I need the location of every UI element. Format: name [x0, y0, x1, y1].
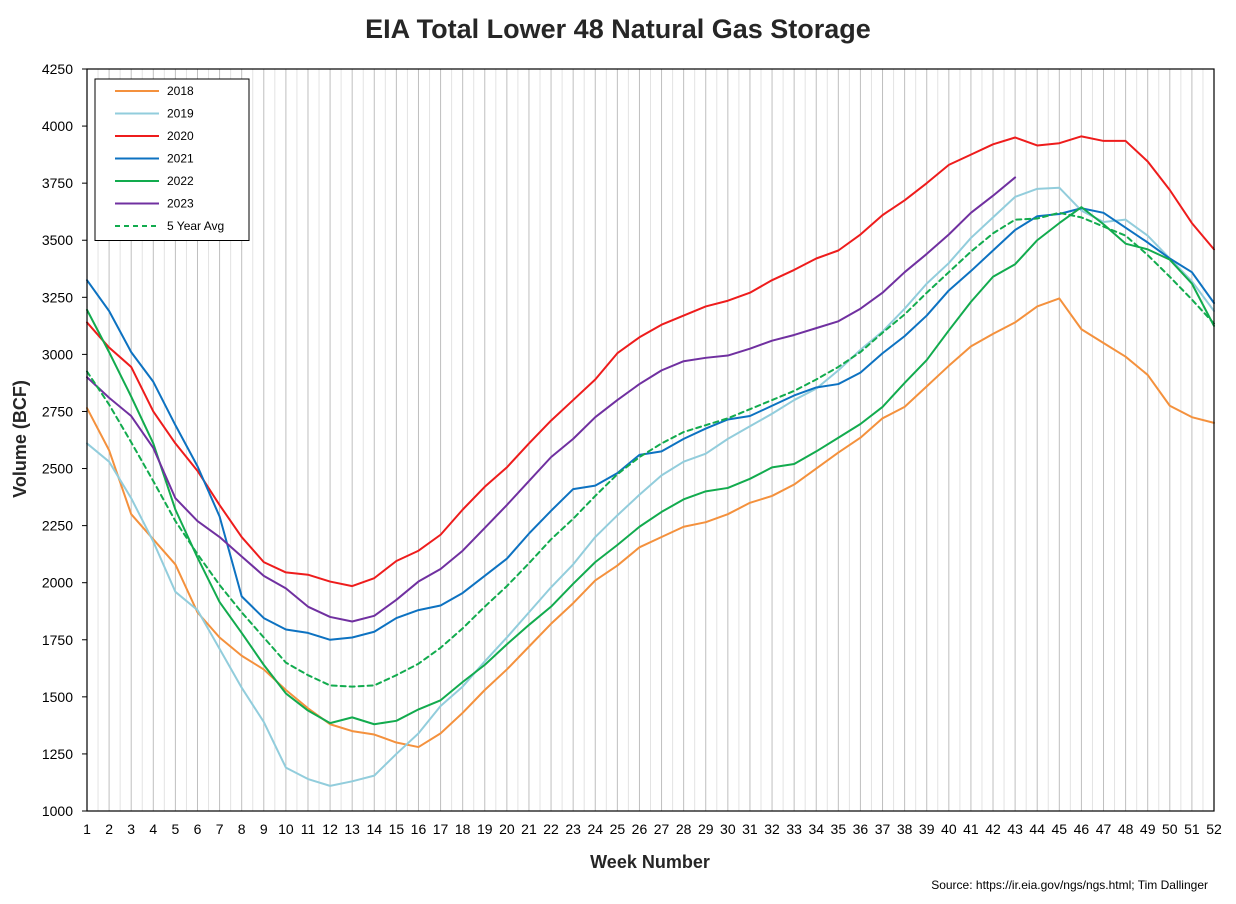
- legend-label: 2020: [167, 129, 194, 143]
- x-tick-label: 15: [389, 821, 405, 837]
- x-tick-label: 3: [127, 821, 135, 837]
- x-tick-label: 23: [565, 821, 581, 837]
- y-axis-title: Volume (BCF): [10, 380, 30, 498]
- x-tick-label: 41: [963, 821, 979, 837]
- x-tick-label: 36: [853, 821, 869, 837]
- x-tick-label: 34: [808, 821, 824, 837]
- y-tick-label: 3500: [42, 232, 73, 248]
- x-tick-label: 28: [676, 821, 692, 837]
- x-tick-label: 11: [301, 821, 316, 837]
- x-tick-label: 43: [1007, 821, 1023, 837]
- x-tick-label: 13: [344, 821, 360, 837]
- series-line-2021: [86, 207, 1215, 641]
- x-tick-label: 8: [238, 821, 246, 837]
- source-note: Source: https://ir.eia.gov/ngs/ngs.html;…: [931, 878, 1208, 892]
- y-tick-label: 1000: [42, 803, 73, 819]
- y-tick-label: 2250: [42, 518, 73, 534]
- x-tick-label: 48: [1118, 821, 1134, 837]
- x-tick-label: 21: [521, 821, 537, 837]
- x-tick-label: 2: [105, 821, 113, 837]
- legend-label: 2021: [167, 152, 194, 166]
- legend-label: 5 Year Avg: [167, 219, 224, 233]
- grid-lines: [86, 69, 1215, 811]
- series-line-2020: [86, 135, 1215, 588]
- x-tick-label: 27: [654, 821, 670, 837]
- x-tick-label: 47: [1096, 821, 1112, 837]
- series-lines: [86, 135, 1215, 787]
- legend: 2018 2019 2020 2021 2022 2023 5 Year Avg: [94, 78, 250, 241]
- x-tick-label: 19: [477, 821, 493, 837]
- x-tick-label: 35: [831, 821, 847, 837]
- x-tick-label: 52: [1206, 821, 1222, 837]
- x-tick-label: 29: [698, 821, 714, 837]
- y-tick-label: 1500: [42, 689, 73, 705]
- y-tick-label: 1250: [42, 746, 73, 762]
- x-tick-label: 40: [941, 821, 957, 837]
- x-tick-label: 38: [897, 821, 913, 837]
- x-tick-label: 30: [720, 821, 736, 837]
- legend-label: 2023: [167, 197, 194, 211]
- x-tick-label: 42: [985, 821, 1001, 837]
- x-tick-label: 46: [1074, 821, 1090, 837]
- x-tick-label: 25: [610, 821, 626, 837]
- x-tick-label: 16: [411, 821, 427, 837]
- y-tick-label: 2500: [42, 461, 73, 477]
- x-tick-label: 32: [764, 821, 780, 837]
- x-tick-label: 18: [455, 821, 471, 837]
- x-tick-label: 50: [1162, 821, 1178, 837]
- x-tick-label: 17: [433, 821, 449, 837]
- y-tick-label: 4000: [42, 118, 73, 134]
- x-tick-label: 26: [632, 821, 648, 837]
- x-tick-label: 51: [1184, 821, 1200, 837]
- x-tick-label: 10: [278, 821, 294, 837]
- x-tick-label: 24: [587, 821, 603, 837]
- x-tick-label: 45: [1052, 821, 1068, 837]
- legend-label: 2018: [167, 84, 194, 98]
- y-tick-label: 3250: [42, 289, 73, 305]
- x-tick-label: 49: [1140, 821, 1156, 837]
- x-tick-label: 4: [149, 821, 157, 837]
- x-tick-label: 39: [919, 821, 935, 837]
- x-tick-label: 44: [1029, 821, 1045, 837]
- x-tick-label: 6: [194, 821, 202, 837]
- legend-box: [94, 78, 250, 241]
- x-axis-ticks: 1 2 3 4 5 6 7 8 9 10 11 12 13 14 15 16 17 18 19 20 21 22 23 24 2…: [83, 821, 1222, 837]
- legend-label: 2019: [167, 107, 194, 121]
- series-line-2023: [86, 176, 1017, 623]
- x-tick-label: 1: [83, 821, 91, 837]
- plot-frame: [86, 68, 1215, 812]
- x-tick-label: 5: [171, 821, 179, 837]
- x-tick-label: 20: [499, 821, 515, 837]
- chart-title: EIA Total Lower 48 Natural Gas Storage: [365, 14, 871, 44]
- legend-label: 2022: [167, 174, 194, 188]
- y-tick-label: 3000: [42, 346, 73, 362]
- x-tick-label: 9: [260, 821, 268, 837]
- series-line-2019: [86, 186, 1215, 787]
- x-tick-label: 33: [786, 821, 802, 837]
- y-axis-ticks: 1000 1250 1500 1750 2000 2250 2500 2750 3000 3250…: [42, 61, 87, 819]
- x-axis-title: Week Number: [590, 852, 710, 872]
- y-tick-label: 1750: [42, 632, 73, 648]
- y-tick-label: 4250: [42, 61, 73, 77]
- y-tick-label: 3750: [42, 175, 73, 191]
- y-tick-label: 2750: [42, 403, 73, 419]
- x-tick-label: 14: [366, 821, 382, 837]
- x-tick-label: 22: [543, 821, 559, 837]
- series-line-2022: [86, 206, 1215, 726]
- x-tick-label: 7: [216, 821, 224, 837]
- x-tick-label: 31: [742, 821, 758, 837]
- series-line-5-year-avg: [86, 211, 1215, 688]
- y-tick-label: 2000: [42, 575, 73, 591]
- x-tick-label: 37: [875, 821, 891, 837]
- x-tick-label: 12: [322, 821, 338, 837]
